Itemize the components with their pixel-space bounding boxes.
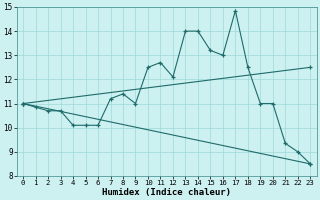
X-axis label: Humidex (Indice chaleur): Humidex (Indice chaleur)	[102, 188, 231, 197]
